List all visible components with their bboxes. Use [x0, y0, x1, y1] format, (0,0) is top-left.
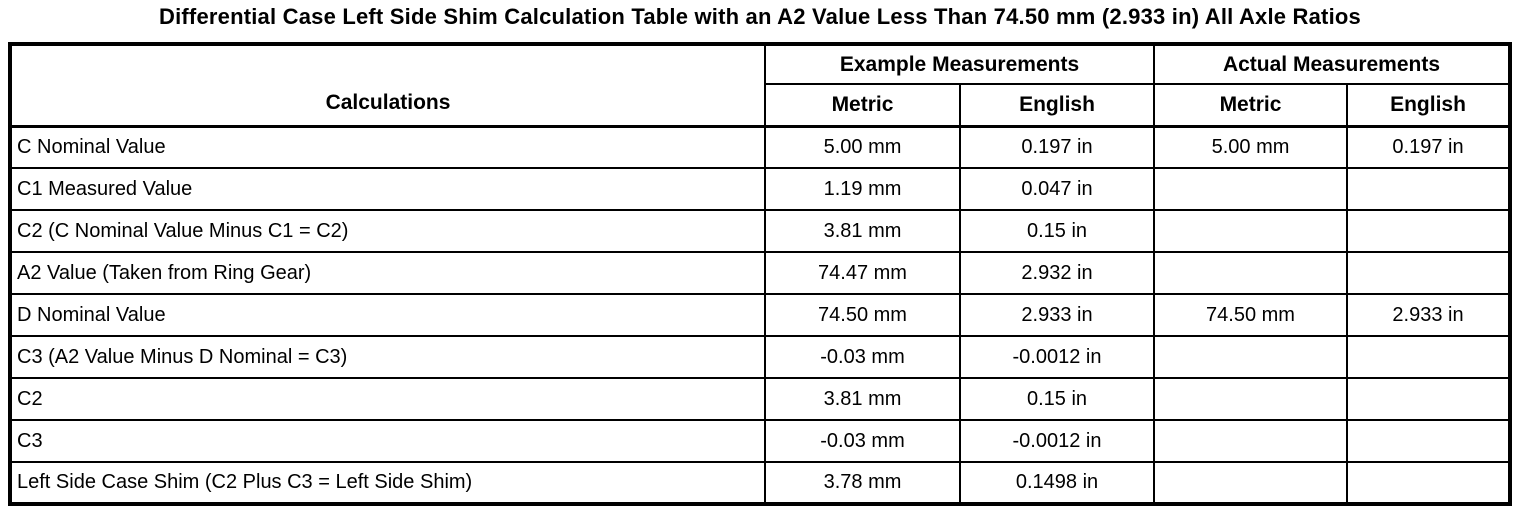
column-header-actual-english: English: [1346, 83, 1511, 128]
example-metric-cell: 74.50 mm: [764, 293, 961, 337]
actual-english-cell: [1346, 419, 1511, 463]
example-metric-cell: 5.00 mm: [764, 125, 961, 169]
actual-english-cell: [1346, 335, 1511, 379]
actual-metric-cell: [1153, 251, 1348, 295]
column-header-example-metric: Metric: [764, 83, 961, 128]
actual-metric-cell: [1153, 419, 1348, 463]
example-metric-cell: 3.78 mm: [764, 461, 961, 505]
calculation-cell: C2: [9, 377, 766, 421]
header-group-row: Calculations Example Measurements Actual…: [9, 43, 1511, 128]
actual-english-cell: [1346, 461, 1511, 505]
header-sub-row: Metric English Metric English: [10, 83, 1511, 128]
calculation-cell: A2 Value (Taken from Ring Gear): [9, 251, 766, 295]
table-row: C3 -0.03 mm -0.0012 in: [9, 419, 1511, 463]
actual-english-cell: [1346, 167, 1511, 211]
example-english-cell: 2.932 in: [959, 251, 1155, 295]
actual-metric-cell: [1153, 335, 1348, 379]
calculation-cell: C3 (A2 Value Minus D Nominal = C3): [9, 335, 766, 379]
example-metric-cell: -0.03 mm: [764, 419, 961, 463]
table-row: Left Side Case Shim (C2 Plus C3 = Left S…: [9, 461, 1511, 505]
calculation-cell: C3: [9, 419, 766, 463]
example-english-cell: 0.1498 in: [959, 461, 1155, 505]
actual-english-cell: [1346, 377, 1511, 421]
page-title: Differential Case Left Side Shim Calcula…: [159, 4, 1361, 29]
example-english-cell: -0.0012 in: [959, 335, 1155, 379]
calculation-cell: C Nominal Value: [9, 125, 766, 169]
example-english-cell: 0.15 in: [959, 209, 1155, 253]
calculation-cell: C1 Measured Value: [9, 167, 766, 211]
actual-metric-cell: [1153, 209, 1348, 253]
calculation-cell: Left Side Case Shim (C2 Plus C3 = Left S…: [9, 461, 766, 505]
example-english-cell: 2.933 in: [959, 293, 1155, 337]
actual-metric-cell: [1153, 461, 1348, 505]
actual-metric-cell: [1153, 377, 1348, 421]
actual-metric-cell: 5.00 mm: [1153, 125, 1348, 169]
example-english-cell: -0.0012 in: [959, 419, 1155, 463]
table-row: C3 (A2 Value Minus D Nominal = C3) -0.03…: [9, 335, 1511, 379]
actual-english-cell: 0.197 in: [1346, 125, 1511, 169]
example-english-cell: 0.197 in: [959, 125, 1155, 169]
column-group-actual-measurements: Actual Measurements: [1153, 43, 1511, 85]
example-metric-cell: 1.19 mm: [764, 167, 961, 211]
actual-metric-cell: [1153, 167, 1348, 211]
actual-english-cell: 2.933 in: [1346, 293, 1511, 337]
shim-calculation-table: Calculations Example Measurements Actual…: [8, 42, 1512, 506]
example-metric-cell: 3.81 mm: [764, 209, 961, 253]
calculation-cell: D Nominal Value: [9, 293, 766, 337]
table-row: C Nominal Value 5.00 mm 0.197 in 5.00 mm…: [9, 125, 1511, 169]
actual-english-cell: [1346, 209, 1511, 253]
column-header-calculations: Calculations: [9, 43, 766, 128]
table-row: C2 (C Nominal Value Minus C1 = C2) 3.81 …: [9, 209, 1511, 253]
example-metric-cell: -0.03 mm: [764, 335, 961, 379]
column-group-example-measurements: Example Measurements: [764, 43, 1155, 85]
table-row: C1 Measured Value 1.19 mm 0.047 in: [9, 167, 1511, 211]
table-row: D Nominal Value 74.50 mm 2.933 in 74.50 …: [9, 293, 1511, 337]
actual-metric-cell: 74.50 mm: [1153, 293, 1348, 337]
column-header-example-english: English: [959, 83, 1155, 128]
calculation-cell: C2 (C Nominal Value Minus C1 = C2): [9, 209, 766, 253]
example-metric-cell: 3.81 mm: [764, 377, 961, 421]
example-english-cell: 0.15 in: [959, 377, 1155, 421]
table-row: C2 3.81 mm 0.15 in: [9, 377, 1511, 421]
actual-english-cell: [1346, 251, 1511, 295]
column-header-actual-metric: Metric: [1153, 83, 1348, 128]
table-row: A2 Value (Taken from Ring Gear) 74.47 mm…: [9, 251, 1511, 295]
example-metric-cell: 74.47 mm: [764, 251, 961, 295]
example-english-cell: 0.047 in: [959, 167, 1155, 211]
